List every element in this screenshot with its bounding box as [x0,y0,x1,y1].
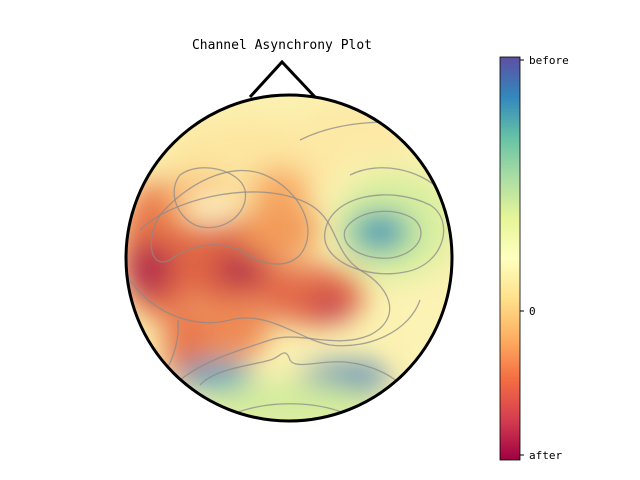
colorbar [499,56,521,461]
chart-title: Channel Asynchrony Plot [192,38,372,53]
topomap-field [126,95,452,421]
head-outline [124,93,454,423]
colorbar-label-before: before [529,54,569,67]
head-nose [248,59,317,99]
colorbar-label-zero: 0 [529,305,536,318]
colorbar-label-after: after [529,449,562,462]
